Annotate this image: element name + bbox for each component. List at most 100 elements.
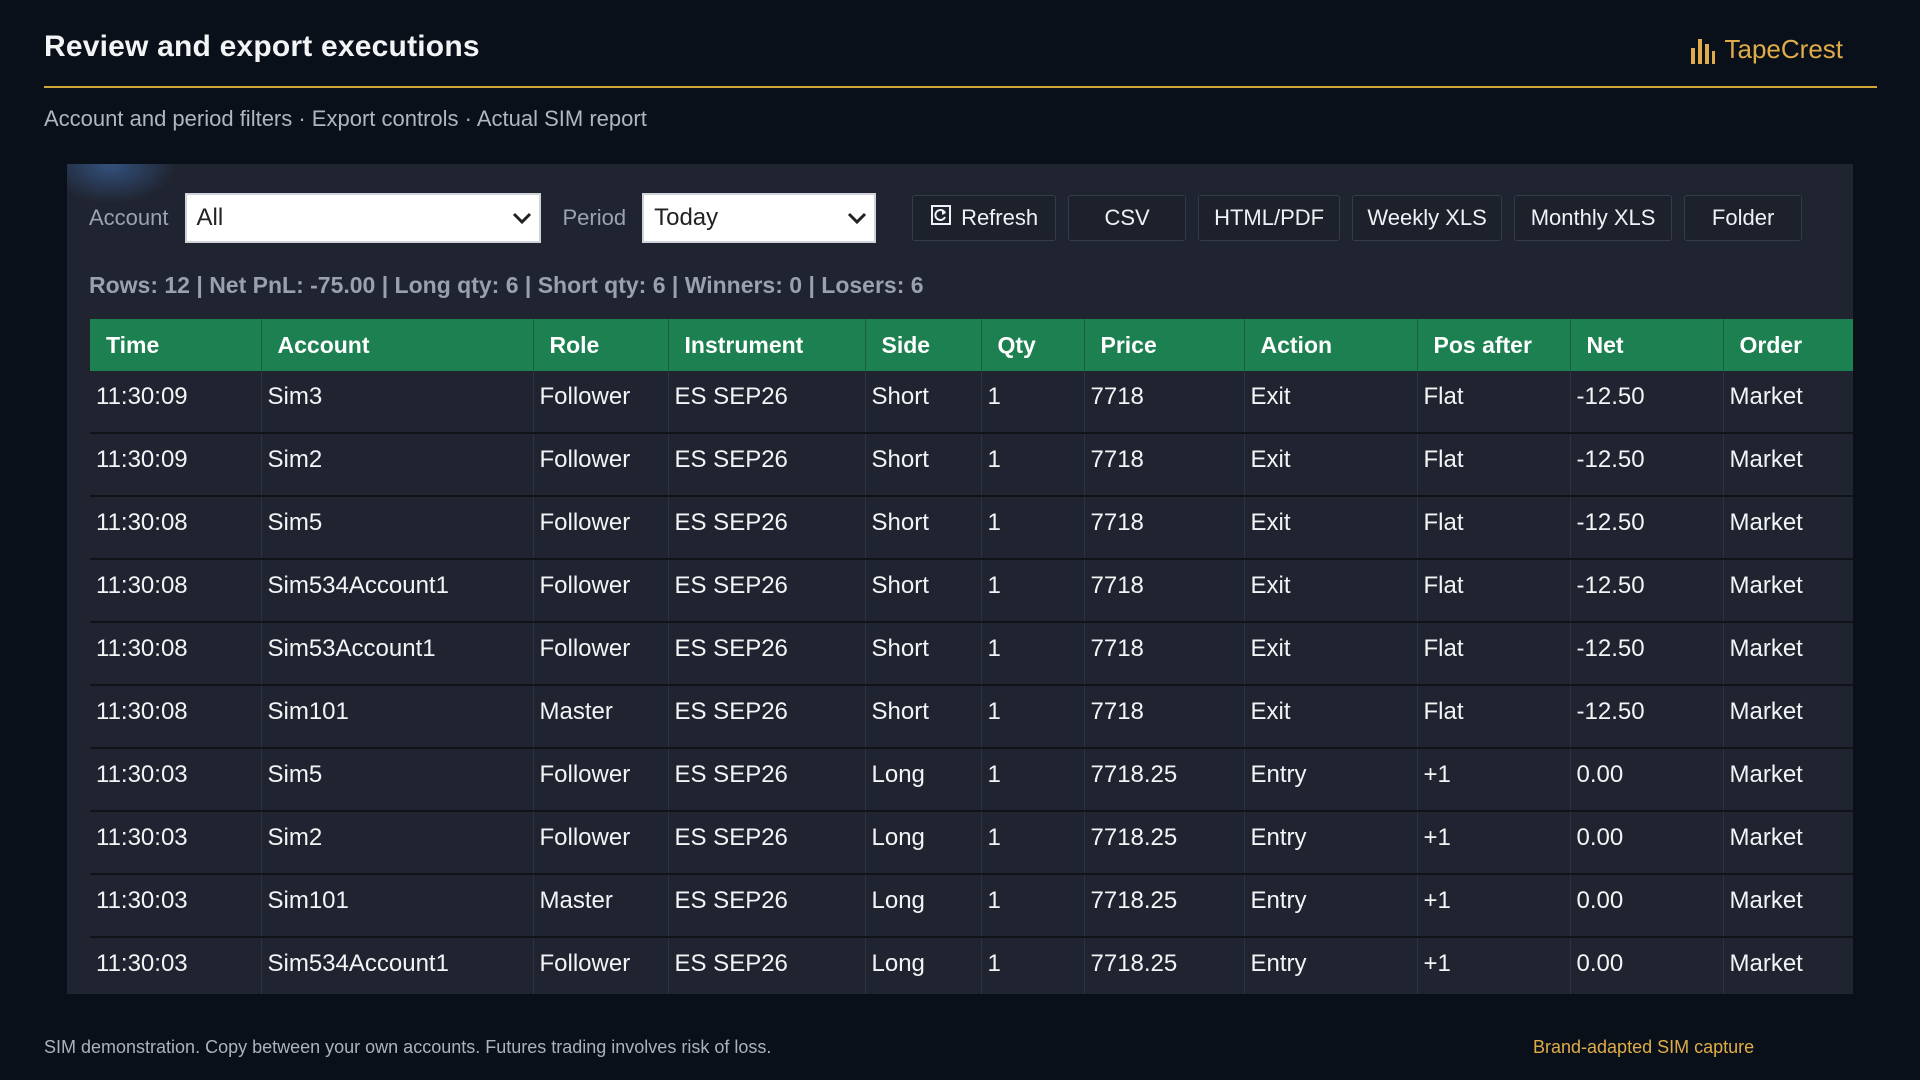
- table-row[interactable]: 11:30:03 Sim2 Follower ES SEP26 Long 1 7718.25…: [90, 811, 1853, 875]
- refresh-button[interactable]: Refresh: [912, 195, 1057, 241]
- cell-net: -12.50: [1570, 371, 1724, 434]
- column-header-net[interactable]: Net: [1570, 319, 1724, 371]
- cell-net: -12.50: [1570, 433, 1724, 497]
- cell-time: 11:30:09: [90, 371, 262, 434]
- panel-glow: [67, 164, 177, 204]
- column-header-instrument[interactable]: Instrument: [668, 319, 866, 371]
- table-row[interactable]: 11:30:08 Sim5 Follower ES SEP26 Short 1 7718 Ex…: [90, 496, 1853, 560]
- cell-side: Short: [865, 685, 982, 749]
- cell-side: Long: [865, 874, 982, 938]
- disclaimer: SIM demonstration. Copy between your own…: [44, 1037, 772, 1057]
- cell-price: 7718.25: [1084, 937, 1245, 994]
- cell-order: Market: [1723, 559, 1853, 623]
- cell-order: Market: [1723, 811, 1853, 875]
- controls-bar: Account All Period Today: [89, 192, 1814, 244]
- cell-instrument: ES SEP26: [668, 559, 866, 623]
- column-header-role[interactable]: Role: [533, 319, 669, 371]
- cell-role: Follower: [533, 371, 669, 434]
- weekly-xls-button[interactable]: Weekly XLS: [1352, 195, 1503, 241]
- cell-side: Long: [865, 811, 982, 875]
- table-row[interactable]: 11:30:03 Sim5 Follower ES SEP26 Long 1 7718.25…: [90, 748, 1853, 812]
- cell-action: Entry: [1244, 748, 1418, 812]
- cell-side: Long: [865, 937, 982, 994]
- column-header-order[interactable]: Order: [1723, 319, 1853, 371]
- table-row[interactable]: 11:30:03 Sim534Account1 Follower ES SEP26 Lo…: [90, 937, 1853, 994]
- column-header-side[interactable]: Side: [865, 319, 982, 371]
- html-pdf-button[interactable]: HTML/PDF: [1198, 195, 1341, 241]
- cell-instrument: ES SEP26: [668, 622, 866, 686]
- period-select[interactable]: Today: [642, 193, 877, 243]
- account-select[interactable]: All: [184, 193, 541, 243]
- cell-pos-after: Flat: [1417, 685, 1571, 749]
- cell-order: Market: [1723, 685, 1853, 749]
- cell-qty: 1: [981, 937, 1085, 994]
- cell-pos-after: +1: [1417, 874, 1571, 938]
- cell-net: 0.00: [1570, 874, 1724, 938]
- cell-instrument: ES SEP26: [668, 371, 866, 434]
- cell-role: Follower: [533, 496, 669, 560]
- column-header-qty[interactable]: Qty: [981, 319, 1085, 371]
- cell-price: 7718: [1084, 433, 1245, 497]
- cell-time: 11:30:03: [90, 937, 262, 994]
- folder-button[interactable]: Folder: [1684, 195, 1803, 241]
- cell-order: Market: [1723, 496, 1853, 560]
- cell-net: -12.50: [1570, 622, 1724, 686]
- cell-price: 7718.25: [1084, 811, 1245, 875]
- refresh-icon: [930, 204, 961, 232]
- cell-pos-after: +1: [1417, 811, 1571, 875]
- table-row[interactable]: 11:30:09 Sim3 Follower ES SEP26 Short 1 7718 Ex…: [90, 371, 1853, 434]
- cell-account: Sim2: [261, 433, 534, 497]
- column-header-price[interactable]: Price: [1084, 319, 1245, 371]
- cell-qty: 1: [981, 371, 1085, 434]
- cell-time: 11:30:09: [90, 433, 262, 497]
- cell-price: 7718: [1084, 685, 1245, 749]
- brand: TapeCrest: [1690, 34, 1843, 65]
- column-header-pos-after[interactable]: Pos after: [1417, 319, 1571, 371]
- cell-qty: 1: [981, 874, 1085, 938]
- period-label: Period: [562, 205, 627, 230]
- cell-order: Market: [1723, 622, 1853, 686]
- table-row[interactable]: 11:30:09 Sim2 Follower ES SEP26 Short 1 7718 Ex…: [90, 433, 1853, 497]
- cell-side: Short: [865, 622, 982, 686]
- summary-line: Rows: 12 | Net PnL: -75.00 | Long qty: 6…: [89, 272, 924, 298]
- cell-action: Entry: [1244, 937, 1418, 994]
- cell-action: Exit: [1244, 496, 1418, 560]
- table-row[interactable]: 11:30:08 Sim53Account1 Follower ES SEP26 Sho…: [90, 622, 1853, 686]
- table-row[interactable]: 11:30:08 Sim101 Master ES SEP26 Short 1 7718 Ex…: [90, 685, 1853, 749]
- table-row[interactable]: 11:30:03 Sim101 Master ES SEP26 Long 1 7718.25…: [90, 874, 1853, 938]
- cell-pos-after: Flat: [1417, 559, 1571, 623]
- page-title: Review and export executions: [44, 30, 480, 63]
- column-header-action[interactable]: Action: [1244, 319, 1418, 371]
- cell-pos-after: +1: [1417, 937, 1571, 994]
- column-header-time[interactable]: Time: [90, 319, 262, 371]
- monthly-xls-button[interactable]: Monthly XLS: [1514, 195, 1673, 241]
- cell-role: Master: [533, 685, 669, 749]
- cell-side: Short: [865, 559, 982, 623]
- capture-note: Brand-adapted SIM capture: [1533, 1037, 1755, 1057]
- table-row[interactable]: 11:30:08 Sim534Account1 Follower ES SEP26 Sh…: [90, 559, 1853, 623]
- cell-time: 11:30:08: [90, 622, 262, 686]
- cell-role: Follower: [533, 811, 669, 875]
- cell-instrument: ES SEP26: [668, 811, 866, 875]
- cell-order: Market: [1723, 937, 1853, 994]
- column-header-account[interactable]: Account: [261, 319, 534, 371]
- csv-button[interactable]: CSV: [1068, 195, 1187, 241]
- cell-time: 11:30:03: [90, 748, 262, 812]
- cell-time: 11:30:03: [90, 874, 262, 938]
- cell-side: Short: [865, 496, 982, 560]
- cell-account: Sim534Account1: [261, 937, 534, 994]
- cell-time: 11:30:03: [90, 811, 262, 875]
- account-label: Account: [89, 205, 169, 230]
- cell-account: Sim101: [261, 874, 534, 938]
- cell-price: 7718.25: [1084, 874, 1245, 938]
- cell-instrument: ES SEP26: [668, 937, 866, 994]
- cell-pos-after: Flat: [1417, 433, 1571, 497]
- cell-time: 11:30:08: [90, 685, 262, 749]
- cell-account: Sim101: [261, 685, 534, 749]
- account-select-value: All: [196, 204, 224, 231]
- cell-side: Short: [865, 433, 982, 497]
- cell-qty: 1: [981, 433, 1085, 497]
- cell-instrument: ES SEP26: [668, 496, 866, 560]
- cell-instrument: ES SEP26: [668, 874, 866, 938]
